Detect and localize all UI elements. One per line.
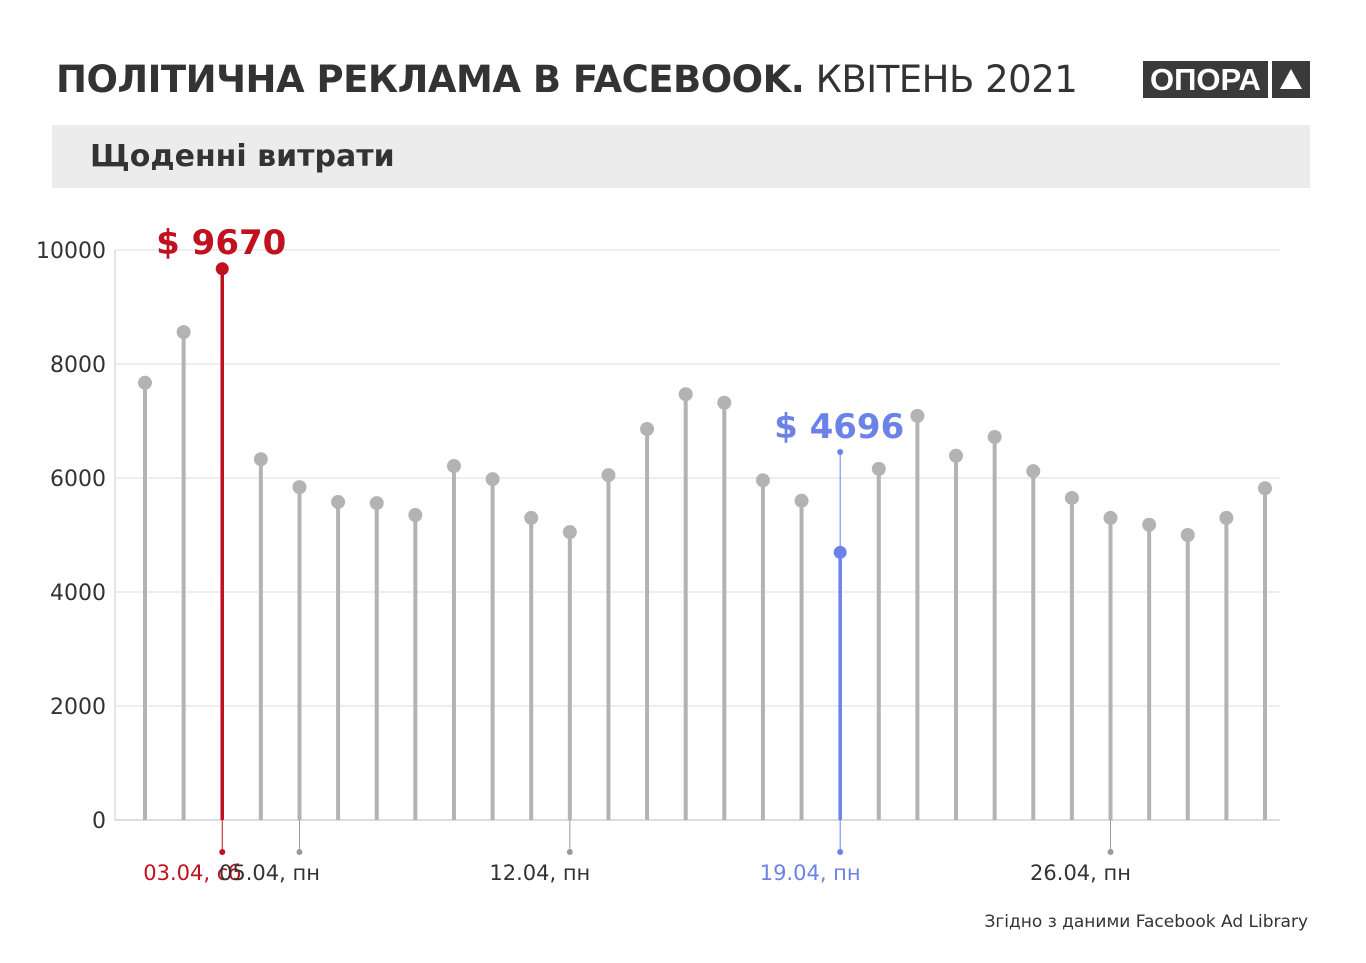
data-point [562,525,577,540]
data-point [1103,510,1118,525]
data-point [138,375,152,390]
data-point [215,262,229,276]
triangle-icon [1271,61,1310,98]
opora-logo: ОПОРА [1143,61,1310,98]
x-tick-dot [219,849,226,855]
data-point [446,459,461,474]
source-note: Згідно з даними Facebook Ad Library [984,912,1308,932]
x-tick-dot [566,849,573,855]
data-point [987,429,1002,444]
data-point [1026,464,1041,479]
data-point [1142,517,1157,532]
y-tick-label: 4000 [50,581,106,606]
data-point [253,452,268,467]
data-point [1258,481,1272,496]
data-point [524,510,539,525]
data-point [794,493,809,508]
data-point [331,494,346,509]
x-tick-label: 05.04, пн [219,861,320,885]
data-point [871,461,886,476]
page-title: ПОЛІТИЧНА РЕКЛАМА В FACEBOOK. КВІТЕНЬ 20… [56,58,1078,101]
y-tick-label: 8000 [50,353,106,378]
x-tick-label: 26.04, пн [1030,861,1131,885]
subtitle-band: Щоденні витрати [52,125,1310,188]
logo-text: ОПОРА [1143,61,1268,98]
y-tick-label: 6000 [50,467,106,492]
data-point [678,387,693,402]
x-tick-label: 12.04, пн [489,861,590,885]
data-point [1219,510,1234,525]
data-point [717,395,732,410]
data-point [640,421,655,436]
data-point [408,508,423,523]
x-tick-label: 03.04, сб [143,861,241,885]
y-tick-label: 2000 [50,695,106,720]
annotation-dot [837,449,844,455]
data-point [949,448,964,463]
data-point [369,496,384,511]
title-bold: ПОЛІТИЧНА РЕКЛАМА В FACEBOOK. [56,58,805,101]
title-period: КВІТЕНЬ 2021 [815,58,1078,101]
chart-subtitle: Щоденні витрати [90,139,395,174]
x-tick-dot [1107,849,1114,855]
data-point [1064,490,1079,505]
y-tick-label: 10000 [36,239,106,264]
x-tick-dot [837,849,844,855]
data-point [1180,528,1195,542]
x-tick-label: 19.04, пн [760,861,861,885]
y-tick-label: 0 [92,809,106,834]
data-point [292,480,307,495]
data-point [485,472,500,487]
data-point [910,408,925,423]
x-tick-dot [296,849,303,855]
data-point [601,468,616,483]
value-annotation: $ 9670 [156,223,286,263]
data-point [755,473,770,488]
value-annotation: $ 4696 [774,407,904,447]
data-point [176,325,191,340]
